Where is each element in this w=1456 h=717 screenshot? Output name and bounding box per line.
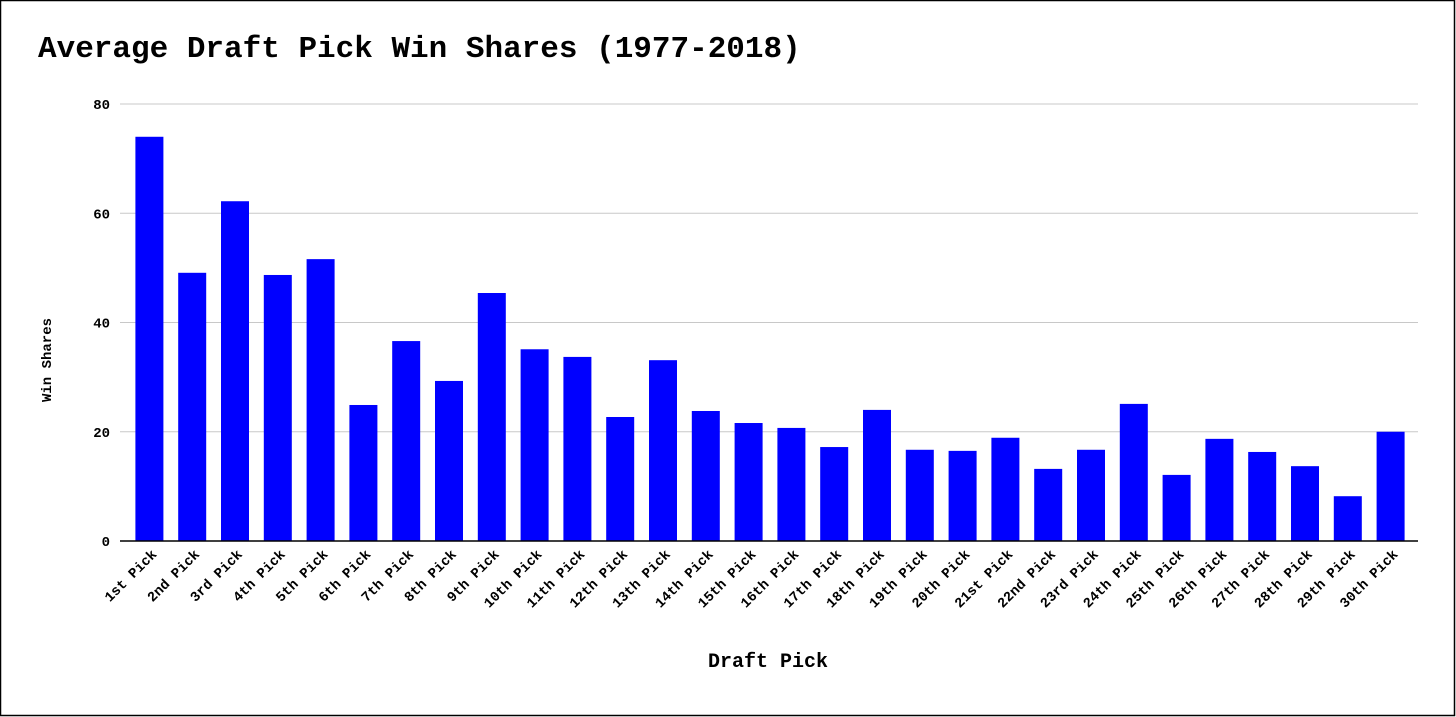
bar [135,136,164,541]
bar [1333,496,1362,541]
chart-title: Average Draft Pick Win Shares (1977-2018… [38,32,801,67]
bar [1205,438,1234,541]
bar [1077,449,1105,541]
bar [477,293,506,541]
bar [734,423,763,541]
bar [820,447,849,541]
bar [1248,451,1277,541]
bar [1162,474,1191,541]
bar [349,404,378,541]
bar [1119,403,1148,541]
bar [520,349,549,541]
bar [606,417,635,541]
bar [863,409,891,541]
bar [221,201,249,542]
y-tick-label: 0 [102,535,110,551]
bar [905,449,934,541]
bar [306,259,335,541]
y-axis-label: Win Shares [40,318,56,402]
bar [563,356,592,541]
y-tick-label: 20 [93,426,110,442]
y-tick-label: 60 [93,207,110,223]
bar [392,341,421,541]
y-tick-label: 40 [93,317,110,333]
bar [263,274,292,541]
bar [1291,466,1319,541]
bar [435,380,463,541]
bar [991,437,1020,541]
bar [1034,468,1063,541]
bar [691,410,720,541]
bar [1376,431,1405,541]
bar [777,427,806,541]
bar [178,272,207,541]
bar [948,450,977,541]
bar [649,360,677,541]
x-axis-label: Draft Pick [708,651,828,674]
y-tick-label: 80 [93,98,110,114]
